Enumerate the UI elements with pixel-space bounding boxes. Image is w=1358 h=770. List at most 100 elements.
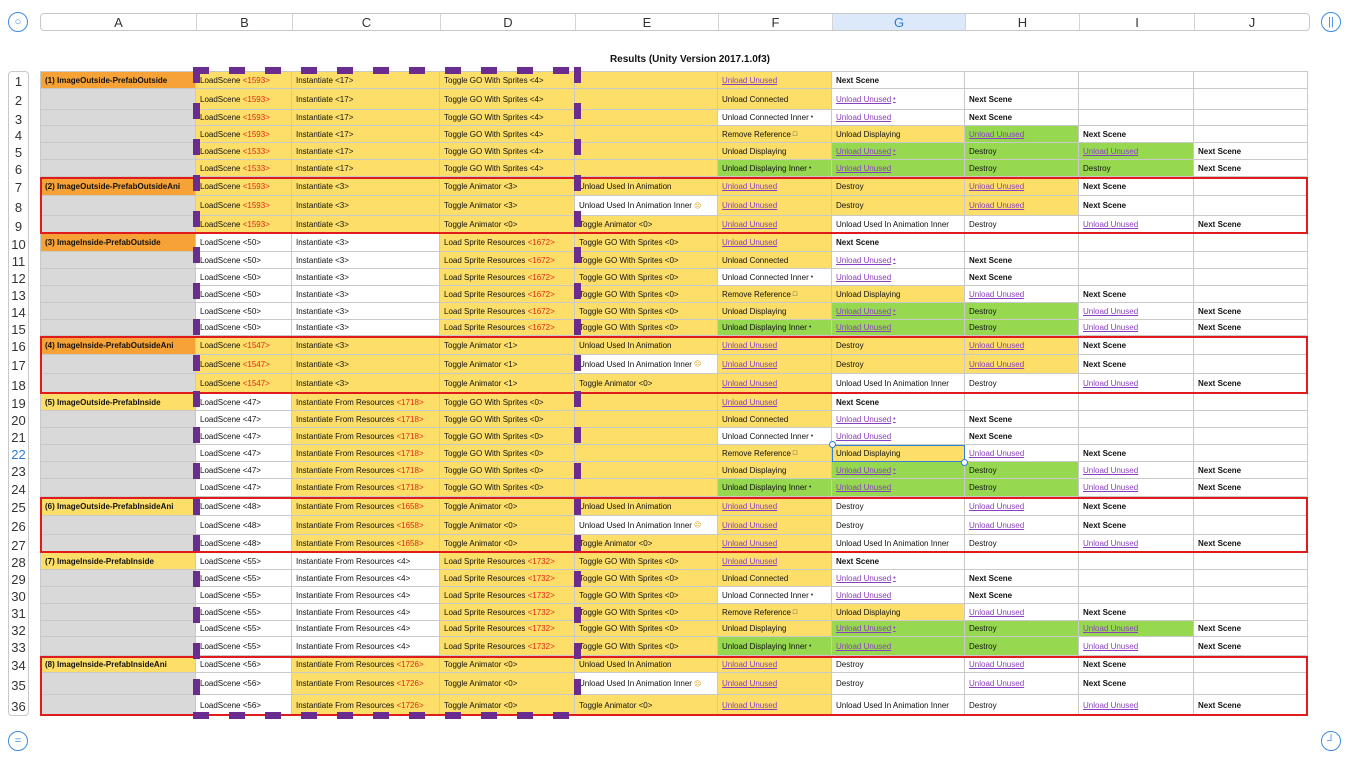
cell-j1[interactable] [1194,71,1308,89]
cell-e31[interactable]: Toggle GO With Sprites <0> [575,604,718,621]
cell-b5[interactable]: LoadScene <1533> [196,143,292,160]
cell-a15[interactable] [40,320,196,336]
cell-b6[interactable]: LoadScene <1533> [196,160,292,177]
cell-b31[interactable]: LoadScene <55> [196,604,292,621]
cell-a27[interactable] [40,535,196,553]
cell-h23[interactable]: Destroy [965,462,1079,479]
cell-d31[interactable]: Load Sprite Resources <1732> [440,604,575,621]
cell-c1[interactable]: Instantiate <17> [292,71,440,89]
row-header-33[interactable]: 33 [11,640,26,655]
cell-c16[interactable]: Instantiate <3> [292,336,440,355]
cell-g9[interactable]: Unload Used In Animation Inner [832,216,965,234]
cell-h25[interactable]: Unload Unused [965,497,1079,516]
cell-j17[interactable] [1194,355,1308,374]
cell-j16[interactable] [1194,336,1308,355]
corner-icon[interactable]: ┘ [1321,731,1341,751]
row-header-15[interactable]: 15 [11,321,26,337]
cell-i31[interactable]: Next Scene [1079,604,1194,621]
cell-e34[interactable]: Unload Used In Animation [575,656,718,673]
row-header-22[interactable]: 22 [11,447,26,462]
cell-b11[interactable]: LoadScene <50> [196,252,292,269]
cell-i4[interactable]: Next Scene [1079,126,1194,143]
cell-f26[interactable]: Unload Unused [718,516,832,535]
cell-a24[interactable] [40,479,196,497]
cell-a2[interactable] [40,89,196,110]
cell-j12[interactable] [1194,269,1308,286]
cell-c29[interactable]: Instantiate From Resources <4> [292,570,440,587]
cell-i18[interactable]: Unload Unused [1079,374,1194,394]
cell-b3[interactable]: LoadScene <1593> [196,110,292,126]
cell-i32[interactable]: Unload Unused [1079,621,1194,637]
cell-d5[interactable]: Toggle GO With Sprites <4> [440,143,575,160]
cell-c10[interactable]: Instantiate <3> [292,234,440,252]
cell-i35[interactable]: Next Scene [1079,673,1194,695]
cell-j8[interactable] [1194,196,1308,216]
cell-h22[interactable]: Unload Unused [965,445,1079,462]
row-header-28[interactable]: 28 [11,555,26,570]
cell-j10[interactable] [1194,234,1308,252]
cell-h34[interactable]: Unload Unused [965,656,1079,673]
row-header-27[interactable]: 27 [11,537,26,553]
cell-i26[interactable]: Next Scene [1079,516,1194,535]
cell-e19[interactable] [575,394,718,411]
cell-e21[interactable] [575,428,718,445]
row-header-30[interactable]: 30 [11,589,26,604]
cell-f36[interactable]: Unload Unused [718,695,832,716]
cell-b9[interactable]: LoadScene <1593> [196,216,292,234]
cell-j2[interactable] [1194,89,1308,110]
cell-b20[interactable]: LoadScene <47> [196,411,292,428]
cell-i36[interactable]: Unload Unused [1079,695,1194,716]
cell-g11[interactable]: Unload Unused • [832,252,965,269]
cell-j15[interactable]: Next Scene [1194,320,1308,336]
cell-e15[interactable]: Toggle GO With Sprites <0> [575,320,718,336]
cell-j36[interactable]: Next Scene [1194,695,1308,716]
cell-i12[interactable] [1079,269,1194,286]
cell-c14[interactable]: Instantiate <3> [292,303,440,320]
cell-h18[interactable]: Destroy [965,374,1079,394]
cell-c17[interactable]: Instantiate <3> [292,355,440,374]
cell-f23[interactable]: Unload Displaying [718,462,832,479]
column-header-f[interactable]: F [719,14,833,30]
cell-f10[interactable]: Unload Unused [718,234,832,252]
cell-j19[interactable] [1194,394,1308,411]
column-header-j[interactable]: J [1248,14,1256,30]
column-header-g[interactable]: G [833,14,966,30]
cell-a34[interactable]: (8) ImageInside-PrefabInsideAni [40,656,196,673]
cell-d19[interactable]: Toggle GO With Sprites <0> [440,394,575,411]
cell-c2[interactable]: Instantiate <17> [292,89,440,110]
cell-i30[interactable] [1079,587,1194,604]
cell-g22[interactable]: Unload Displaying [832,445,965,462]
row-header-13[interactable]: 13 [11,288,26,303]
cell-j21[interactable] [1194,428,1308,445]
cell-b21[interactable]: LoadScene <47> [196,428,292,445]
cell-e8[interactable]: Unload Used In Animation Inner ☹ [575,196,718,216]
cell-d23[interactable]: Toggle GO With Sprites <0> [440,462,575,479]
cell-e20[interactable] [575,411,718,428]
cell-g31[interactable]: Unload Displaying [832,604,965,621]
cell-i24[interactable]: Unload Unused [1079,479,1194,497]
cell-g10[interactable]: Next Scene [832,234,965,252]
cell-i13[interactable]: Next Scene [1079,286,1194,303]
cell-d16[interactable]: Toggle Animator <1> [440,336,575,355]
cell-e18[interactable]: Toggle Animator <0> [575,374,718,394]
cell-j34[interactable] [1194,656,1308,673]
cell-h26[interactable]: Unload Unused [965,516,1079,535]
cell-g23[interactable]: Unload Unused • [832,462,965,479]
cell-e12[interactable]: Toggle GO With Sprites <0> [575,269,718,286]
cell-g7[interactable]: Destroy [832,177,965,196]
cell-a17[interactable] [40,355,196,374]
cell-f28[interactable]: Unload Unused [718,553,832,570]
cell-d6[interactable]: Toggle GO With Sprites <4> [440,160,575,177]
cell-d26[interactable]: Toggle Animator <0> [440,516,575,535]
cell-c22[interactable]: Instantiate From Resources <1718> [292,445,440,462]
cell-d34[interactable]: Toggle Animator <0> [440,656,575,673]
cell-a35[interactable] [40,673,196,695]
cell-g19[interactable]: Next Scene [832,394,965,411]
cell-g32[interactable]: Unload Unused • [832,621,965,637]
column-header-h[interactable]: H [966,14,1080,30]
cell-h19[interactable] [965,394,1079,411]
cell-f7[interactable]: Unload Unused [718,177,832,196]
cell-a10[interactable]: (3) ImageInside-PrefabOutside [40,234,196,252]
cell-a11[interactable] [40,252,196,269]
cell-i29[interactable] [1079,570,1194,587]
